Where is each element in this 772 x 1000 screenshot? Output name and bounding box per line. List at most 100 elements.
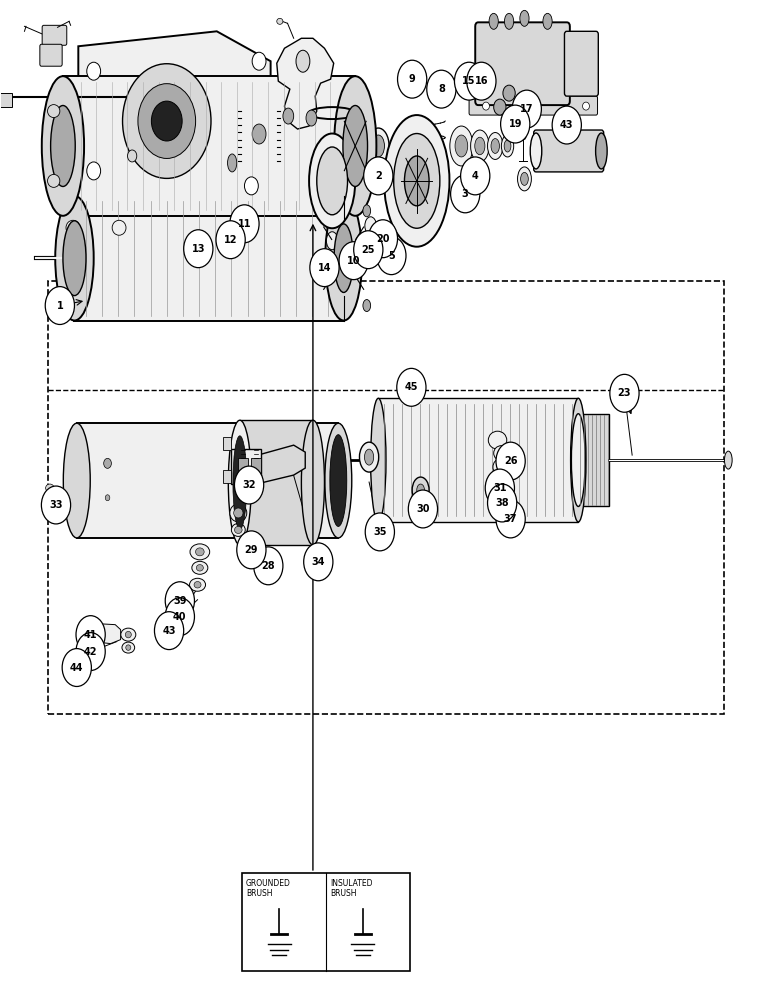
Circle shape (500, 105, 530, 143)
Circle shape (397, 368, 426, 406)
Ellipse shape (520, 10, 529, 26)
Ellipse shape (63, 221, 86, 296)
FancyBboxPatch shape (564, 31, 598, 96)
Ellipse shape (195, 548, 204, 556)
Ellipse shape (283, 108, 293, 124)
Circle shape (63, 649, 91, 686)
Circle shape (488, 484, 516, 522)
Ellipse shape (194, 582, 201, 588)
Text: 28: 28 (262, 561, 275, 571)
Text: 2: 2 (375, 171, 381, 181)
Ellipse shape (724, 451, 732, 469)
Bar (242, 873, 410, 971)
Ellipse shape (125, 631, 131, 638)
Ellipse shape (354, 239, 364, 254)
Text: 12: 12 (224, 235, 237, 245)
Ellipse shape (233, 436, 247, 529)
Circle shape (230, 205, 259, 243)
Ellipse shape (56, 196, 93, 320)
Circle shape (496, 442, 525, 480)
FancyBboxPatch shape (469, 96, 598, 115)
Ellipse shape (190, 578, 205, 591)
Text: 42: 42 (84, 647, 97, 657)
FancyBboxPatch shape (238, 102, 280, 166)
Text: 13: 13 (191, 244, 205, 254)
Ellipse shape (228, 154, 237, 172)
Ellipse shape (46, 484, 54, 492)
Ellipse shape (499, 446, 510, 474)
Ellipse shape (42, 76, 84, 216)
Ellipse shape (471, 130, 489, 162)
Text: 33: 33 (49, 500, 63, 510)
Ellipse shape (435, 82, 452, 100)
Ellipse shape (543, 13, 552, 29)
Ellipse shape (317, 147, 347, 215)
Text: 34: 34 (312, 557, 325, 567)
Ellipse shape (489, 431, 506, 449)
Circle shape (610, 374, 639, 412)
Ellipse shape (126, 645, 130, 650)
Ellipse shape (438, 86, 448, 96)
Ellipse shape (122, 642, 134, 653)
FancyBboxPatch shape (533, 130, 604, 172)
Ellipse shape (196, 565, 203, 571)
Ellipse shape (463, 78, 476, 92)
Circle shape (364, 157, 393, 195)
Text: 19: 19 (509, 119, 522, 129)
Bar (240, 420, 313, 545)
Ellipse shape (450, 126, 473, 166)
Text: 23: 23 (618, 388, 631, 398)
FancyBboxPatch shape (42, 25, 66, 45)
Ellipse shape (491, 139, 499, 153)
Circle shape (427, 70, 456, 108)
Ellipse shape (48, 174, 60, 187)
Ellipse shape (138, 84, 195, 158)
Circle shape (512, 90, 541, 128)
Polygon shape (92, 624, 120, 644)
Ellipse shape (530, 133, 542, 169)
Ellipse shape (583, 102, 590, 110)
Circle shape (552, 106, 581, 144)
Ellipse shape (330, 435, 347, 526)
Ellipse shape (367, 128, 389, 164)
Ellipse shape (252, 52, 266, 70)
Text: 4: 4 (472, 171, 479, 181)
Bar (63, 76, 355, 216)
Bar (74, 196, 344, 320)
Circle shape (310, 249, 339, 287)
Text: 10: 10 (347, 256, 361, 266)
Circle shape (237, 531, 266, 569)
Ellipse shape (86, 162, 100, 180)
Ellipse shape (334, 76, 377, 216)
Ellipse shape (504, 140, 511, 152)
Ellipse shape (86, 62, 100, 80)
Bar (239, 458, 248, 480)
Ellipse shape (489, 13, 498, 29)
Text: 43: 43 (560, 120, 574, 130)
Ellipse shape (482, 102, 489, 110)
Ellipse shape (411, 79, 422, 91)
Circle shape (408, 490, 438, 528)
Text: 41: 41 (84, 630, 97, 640)
Text: 29: 29 (245, 545, 258, 555)
Text: 37: 37 (504, 514, 517, 524)
Ellipse shape (363, 205, 371, 217)
Ellipse shape (364, 449, 374, 465)
Ellipse shape (371, 398, 386, 522)
Circle shape (455, 62, 484, 100)
Text: INSULATED
BRUSH: INSULATED BRUSH (330, 879, 372, 898)
Ellipse shape (596, 133, 607, 169)
Ellipse shape (493, 99, 506, 115)
Text: 5: 5 (388, 251, 394, 261)
Ellipse shape (517, 167, 531, 191)
Text: 26: 26 (504, 456, 517, 466)
Text: 45: 45 (405, 382, 418, 392)
Circle shape (76, 616, 105, 654)
Ellipse shape (120, 628, 136, 641)
Ellipse shape (412, 477, 429, 503)
Ellipse shape (63, 423, 90, 538)
Ellipse shape (51, 105, 75, 186)
Text: 20: 20 (376, 234, 390, 244)
Ellipse shape (306, 110, 317, 126)
Text: 1: 1 (56, 301, 63, 311)
